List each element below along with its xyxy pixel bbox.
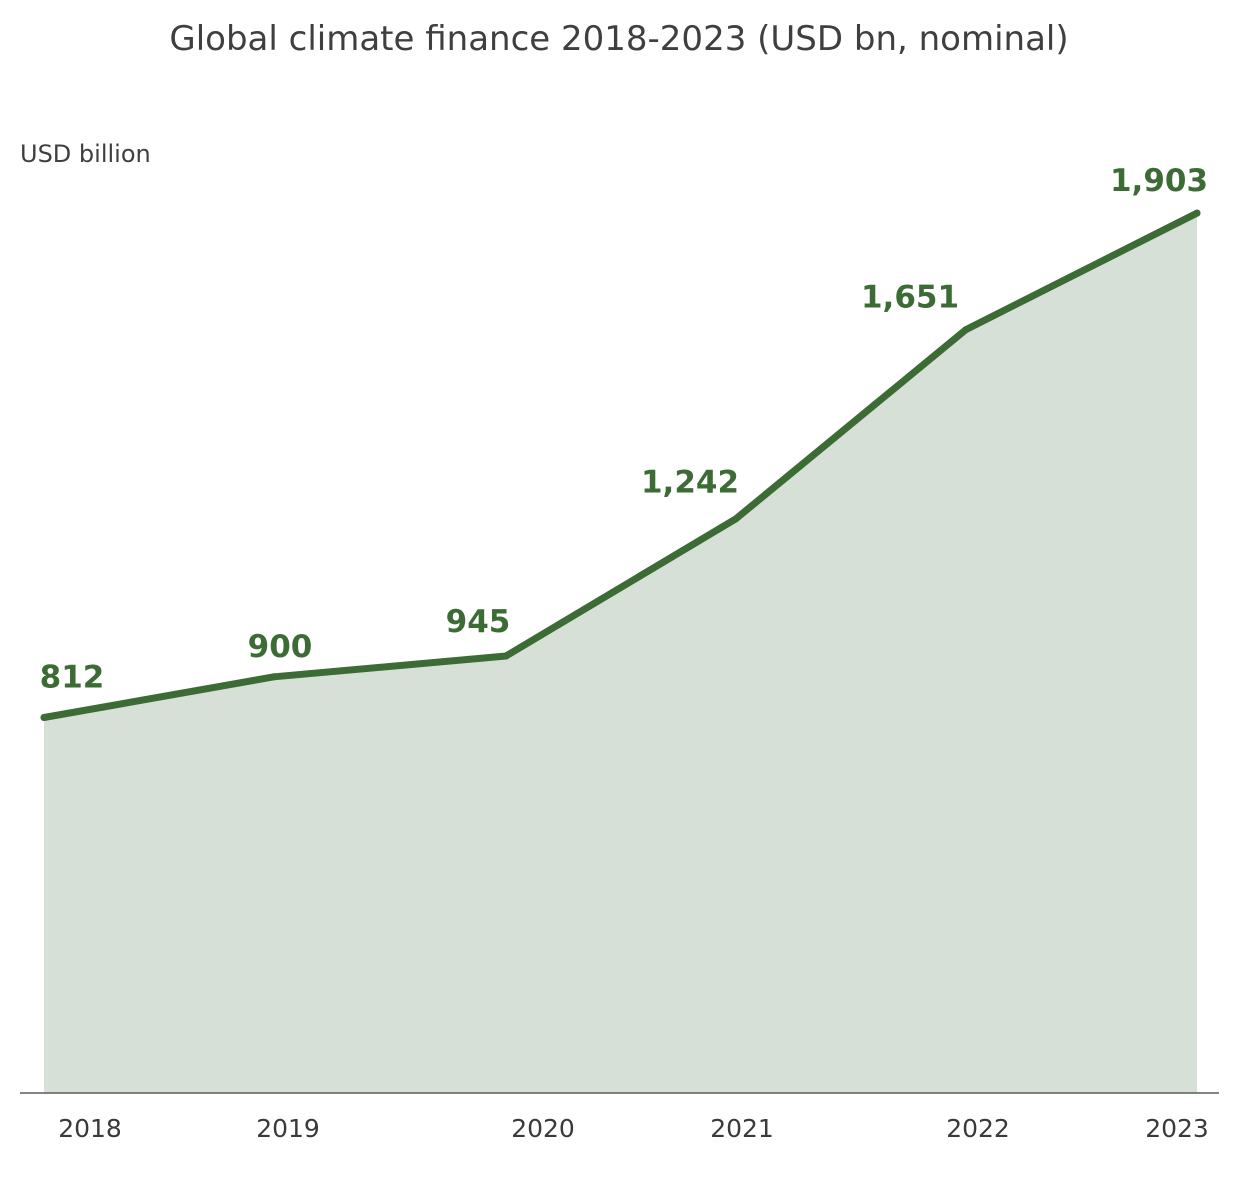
data-labels: 812 900 945 1,242 1,651 1,903 bbox=[40, 163, 1208, 695]
data-point-2021 bbox=[732, 515, 740, 523]
series-line bbox=[40, 209, 1201, 721]
line-layer bbox=[40, 209, 1201, 721]
x-tick-label-2023: 2023 bbox=[1145, 1114, 1209, 1143]
data-label-2018: 812 bbox=[40, 660, 105, 696]
area-fill bbox=[44, 213, 1197, 1094]
data-label-2019: 900 bbox=[248, 629, 313, 665]
data-point-2022 bbox=[962, 326, 970, 334]
x-tick-label-2019: 2019 bbox=[256, 1114, 320, 1143]
chart-title: Global climate finance 2018-2023 (USD bn… bbox=[169, 19, 1068, 59]
data-point-2023 bbox=[1193, 209, 1201, 217]
x-tick-label-2022: 2022 bbox=[946, 1114, 1010, 1143]
x-tick-label-2018: 2018 bbox=[58, 1114, 122, 1143]
area-layer bbox=[44, 213, 1197, 1094]
y-axis-unit-label: USD billion bbox=[20, 140, 151, 168]
data-point-2018 bbox=[40, 714, 48, 721]
x-tick-label-2021: 2021 bbox=[710, 1114, 774, 1143]
data-label-2023: 1,903 bbox=[1110, 163, 1208, 199]
x-tick-label-2020: 2020 bbox=[511, 1114, 575, 1143]
data-label-2022: 1,651 bbox=[861, 280, 959, 316]
data-label-2020: 945 bbox=[446, 604, 511, 640]
data-point-2019 bbox=[270, 673, 278, 681]
data-point-2020 bbox=[502, 652, 510, 660]
data-label-2021: 1,242 bbox=[641, 465, 739, 501]
x-axis-ticks: 2018 2019 2020 2021 2022 2023 bbox=[58, 1114, 1209, 1143]
